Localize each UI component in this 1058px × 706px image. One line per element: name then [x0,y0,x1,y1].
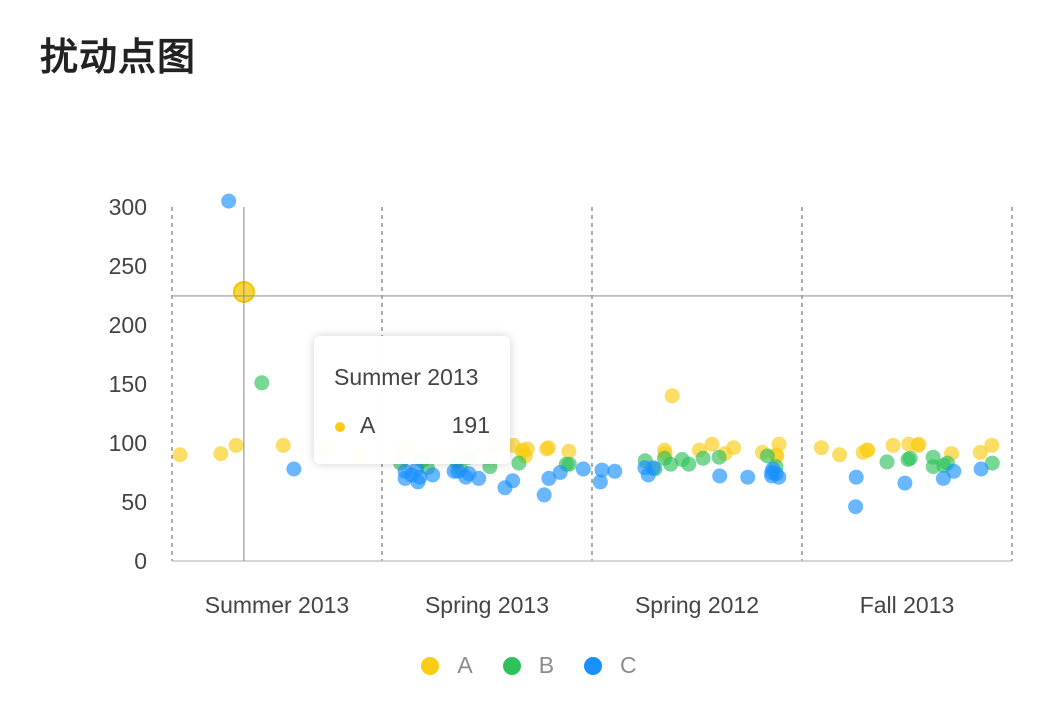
scatter-point-c[interactable] [768,466,784,482]
scatter-point-a[interactable] [172,447,188,463]
tooltip-title: Summer 2013 [334,364,479,390]
scatter-point-a[interactable] [664,388,680,404]
y-tick-label: 0 [134,548,147,574]
y-tick-label: 150 [109,371,147,397]
scatter-point-a[interactable] [561,443,577,459]
scatter-point-c[interactable] [497,480,513,496]
legend-label-c: C [620,652,637,678]
legend-item-b[interactable]: B [502,652,555,679]
scatter-point-b[interactable] [879,454,895,470]
scatter-point-c[interactable] [425,467,441,483]
tooltip-series-marker [335,422,345,432]
scatter-point-c[interactable] [409,461,425,477]
scatter-point-c[interactable] [848,499,864,515]
scatter-point-c[interactable] [575,461,591,477]
legend: A B C [0,652,1058,679]
scatter-point-a[interactable] [275,437,291,453]
y-tick-label: 300 [109,194,147,220]
scatter-point-a[interactable] [228,437,244,453]
scatter-point-c[interactable] [286,461,302,477]
y-tick-label: 200 [109,312,147,338]
scatter-point-c[interactable] [397,463,413,479]
legend-label-b: B [538,652,555,678]
scatter-point-c[interactable] [471,470,487,486]
y-tick-label: 100 [109,430,147,456]
scatter-point-a[interactable] [813,440,829,456]
legend-item-c[interactable]: C [584,652,637,679]
y-tick-label: 250 [109,253,147,279]
scatter-point-c[interactable] [541,470,557,486]
x-tick-label: Spring 2012 [635,592,759,618]
scatter-point-c[interactable] [552,465,568,480]
tooltip: Summer 2013 A 191 [314,336,510,464]
scatter-point-a[interactable] [972,444,988,460]
points-layer [172,193,1000,515]
scatter-point-a[interactable] [885,437,901,453]
scatter-point-b[interactable] [984,455,1000,471]
x-tick-label: Fall 2013 [860,592,955,618]
legend-item-a[interactable]: A [421,652,473,679]
scatter-point-b[interactable] [759,448,775,464]
scatter-point-a[interactable] [901,436,917,452]
scatter-point-a[interactable] [213,446,229,462]
scatter-point-b[interactable] [254,375,270,391]
axis-layer: 0 50 100 150 200 250 300 Summer 2013 Spring 2013… [109,194,1013,618]
legend-marker-b [502,656,521,675]
y-tick-label: 50 [121,489,147,515]
scatter-point-b[interactable] [657,450,672,466]
scatter-point-b[interactable] [900,452,916,467]
scatter-point-a[interactable] [832,447,848,463]
x-tick-label: Spring 2013 [425,592,549,618]
legend-marker-c [584,656,603,675]
tooltip-series-name: A [360,412,376,438]
scatter-point-c[interactable] [607,463,623,479]
scatter-point-c[interactable] [594,462,610,478]
scatter-point-b[interactable] [925,449,941,465]
crosshair-layer [172,207,1012,561]
scatter-point-a[interactable] [704,436,720,452]
scatter-point-c[interactable] [536,487,552,503]
scatter-point-c[interactable] [446,463,462,479]
scatter-point-b[interactable] [511,455,527,471]
scatter-point-c[interactable] [935,470,951,486]
scatter-point-b[interactable] [695,450,711,466]
scatter-point-c[interactable] [592,474,608,490]
scatter-point-c[interactable] [897,475,913,491]
scatter-point-b[interactable] [681,456,697,472]
scatter-point-c[interactable] [410,474,426,490]
scatter-point-b[interactable] [711,449,727,465]
tooltip-value: 191 [451,412,490,438]
scatter-point-c[interactable] [740,469,756,485]
page-title: 扰动点图 [40,35,197,79]
scatter-point-c[interactable] [637,460,653,476]
legend-marker-a [421,656,440,675]
scatter-point-c[interactable] [221,193,237,209]
legend-label-a: A [457,652,473,678]
scatter-point-c[interactable] [973,461,989,477]
scatter-point-a[interactable] [539,441,555,457]
scatter-point-c[interactable] [848,469,864,485]
x-tick-label: Summer 2013 [205,592,349,618]
scatter-point-a[interactable] [855,444,871,460]
scatter-point-c[interactable] [712,468,728,484]
scatter-point-a[interactable] [984,437,1000,453]
